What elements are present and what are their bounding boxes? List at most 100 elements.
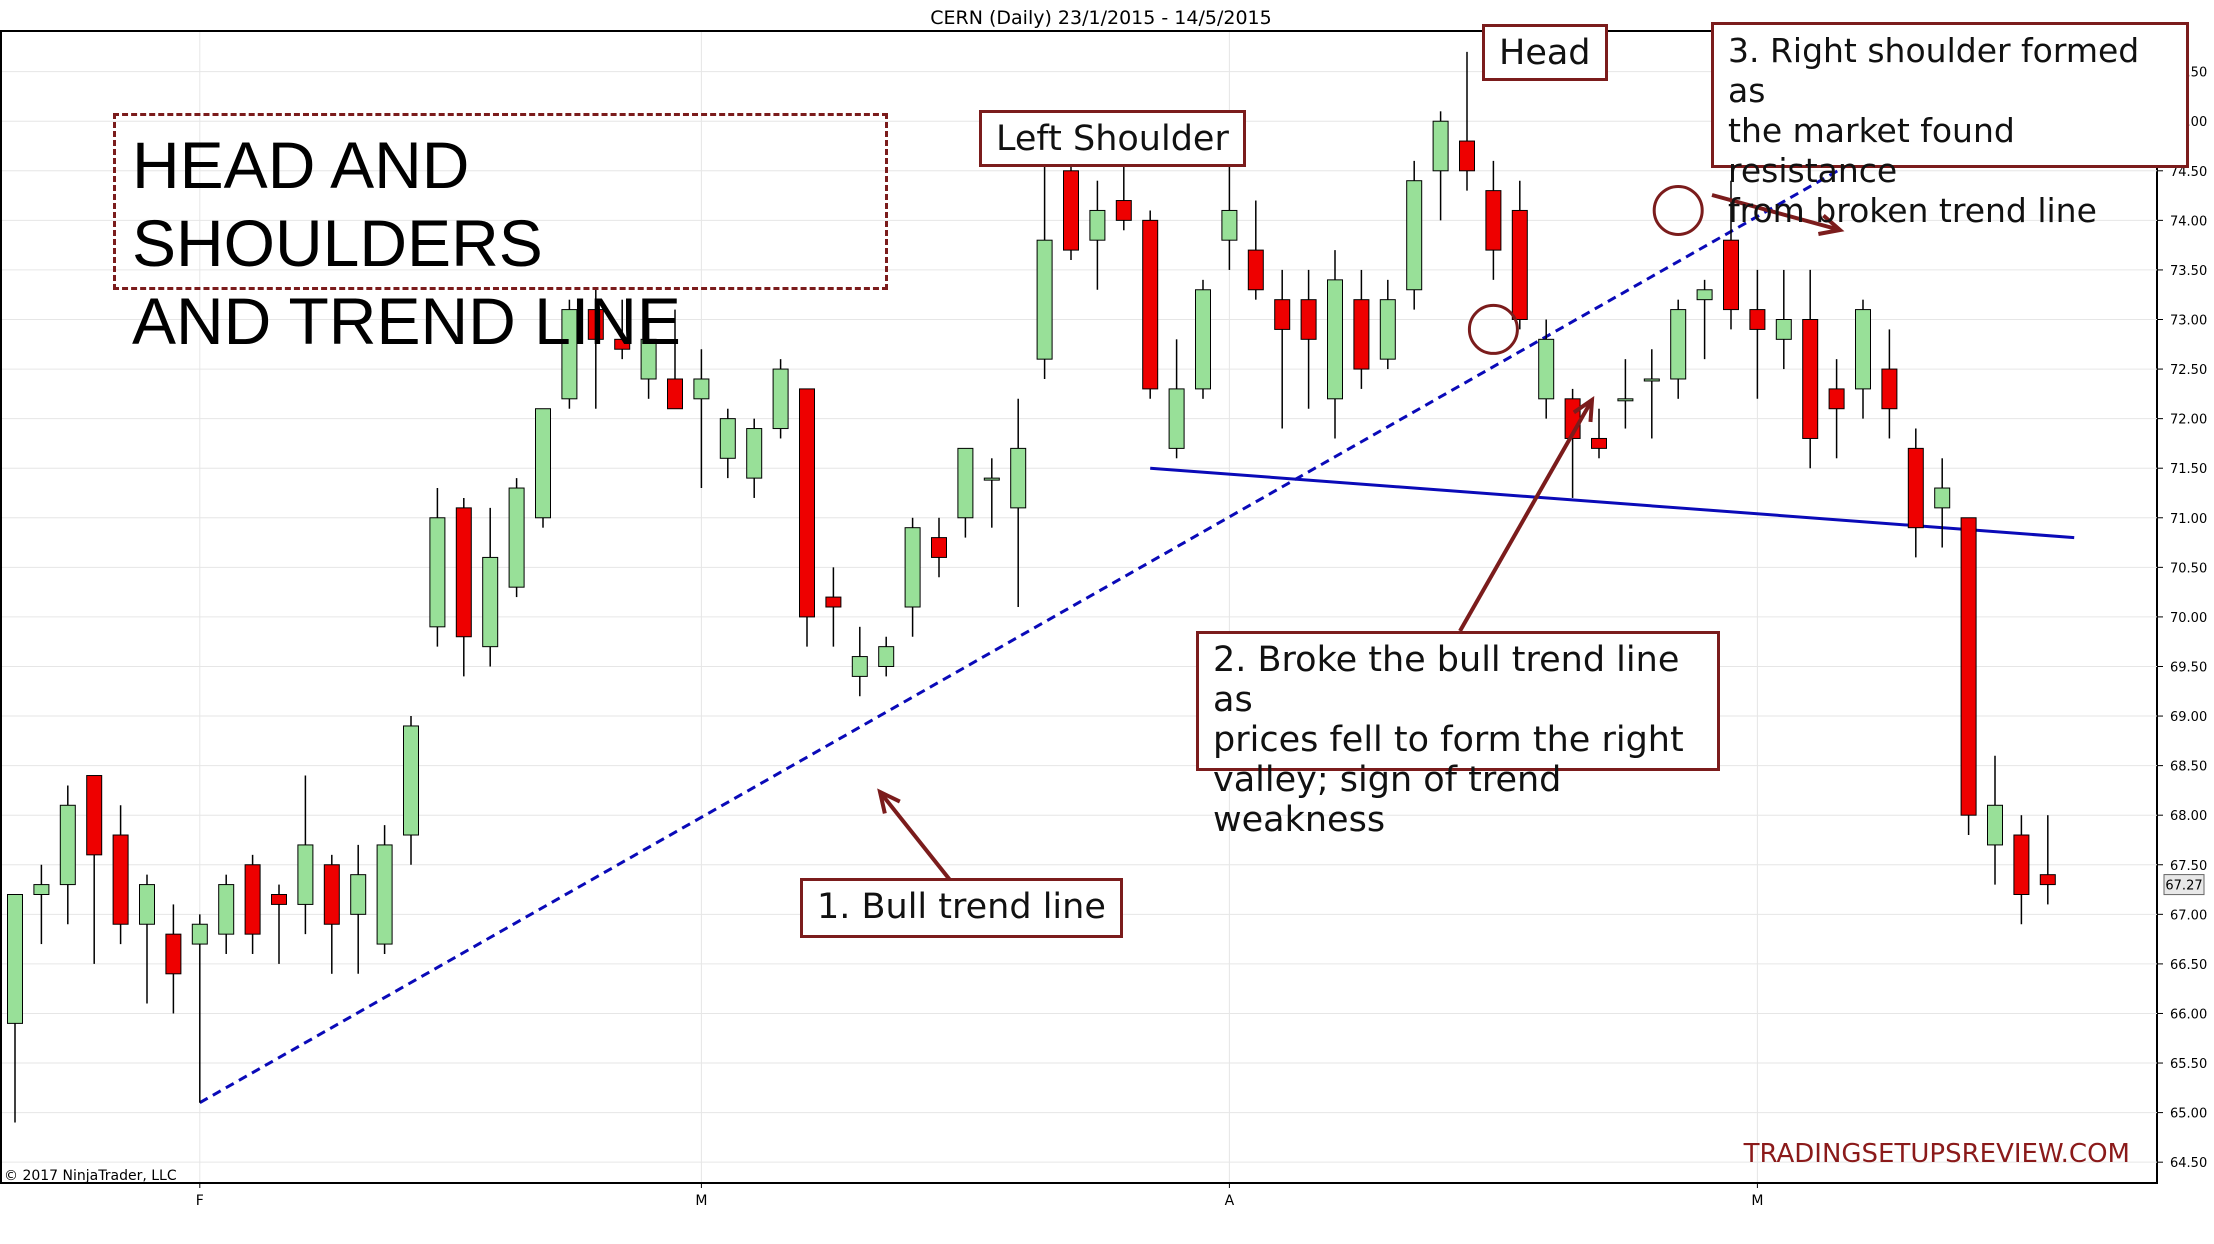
candle (2013, 815, 2030, 925)
candle-body-up (1696, 289, 1713, 301)
candle (7, 894, 23, 1123)
candle-body-up (693, 378, 710, 400)
candle (1247, 200, 1264, 300)
watermark-text: TRADINGSETUPSREVIEW.COM (1743, 1139, 2130, 1169)
candle (878, 636, 895, 677)
candle (86, 775, 103, 964)
candle (1987, 755, 2003, 885)
candle-body-down (1142, 219, 1159, 390)
title-box: HEAD AND SHOULDERS AND TREND LINE (113, 113, 888, 358)
candle-body-up (297, 844, 314, 905)
note-2-line-3: valley; sign of trend weakness (1213, 760, 1562, 840)
candle (931, 517, 947, 578)
candle-body-down (667, 378, 683, 410)
candle (1327, 250, 1343, 439)
candle (535, 408, 551, 528)
arrow-shaft (1711, 193, 1841, 232)
candle-body-up (1089, 209, 1106, 241)
candle (693, 349, 710, 489)
note-2-line-1: 2. Broke the bull trend line as (1213, 640, 1680, 720)
candle-body-down (271, 894, 287, 905)
y-tick-label: 73.50 (2170, 264, 2207, 279)
candle (1907, 428, 1924, 558)
candle (1855, 299, 1871, 419)
y-tick-label: 70.50 (2170, 561, 2207, 576)
candle-body-down (1907, 447, 1924, 529)
x-tick-label: M (1751, 1193, 1763, 1209)
candle (33, 864, 50, 945)
candle-body-up (1010, 447, 1027, 509)
y-tick-label: 70.00 (2170, 611, 2207, 626)
candle-body-down (455, 507, 472, 638)
candle (1010, 398, 1027, 607)
arrow-note-2 (1458, 396, 1595, 632)
y-tick-label: 67.00 (2170, 908, 2207, 923)
candle-body-up (191, 923, 208, 945)
note-trend-break: 2. Broke the bull trend line as prices f… (1196, 631, 1720, 840)
bull-trend-line (199, 110, 1943, 1104)
candle-body-up (59, 804, 76, 886)
candle-body-up (1168, 388, 1185, 449)
candle (983, 458, 1000, 528)
candle-body-up (535, 408, 551, 519)
candle (1749, 269, 1766, 399)
candle (667, 309, 683, 410)
candle-body-down (1247, 249, 1264, 291)
candle-body-down (2013, 834, 2030, 895)
candle-body-down (1749, 309, 1766, 330)
candle (297, 775, 314, 935)
candle (746, 418, 763, 498)
x-tick-label: M (695, 1193, 707, 1209)
candle (191, 914, 208, 1103)
candle-body-down (1960, 517, 1977, 816)
candle (1036, 160, 1053, 379)
note-3-line-2: the market found resistance (1728, 111, 2015, 190)
candle-body-up (403, 725, 419, 836)
candle-body-down (323, 864, 340, 925)
candle (1379, 279, 1396, 370)
candle-body-up (139, 884, 155, 925)
candle (429, 488, 446, 647)
arrow-head (877, 788, 901, 814)
candle (1775, 269, 1792, 370)
y-tick-label: 69.50 (2170, 660, 2207, 675)
candle (1511, 180, 1528, 330)
candle (614, 299, 631, 360)
candle-body-up (561, 309, 578, 400)
chart-title: CERN (Daily) 23/1/2015 - 14/5/2015 (930, 7, 1271, 29)
candle (1538, 319, 1555, 419)
candle-body-up (1036, 239, 1053, 360)
candle (508, 478, 525, 598)
candle (455, 497, 472, 677)
candle (719, 408, 736, 479)
candle (2039, 815, 2056, 905)
candle (825, 567, 842, 647)
candle-body-up (33, 884, 50, 895)
candle-body-down (1300, 299, 1317, 340)
candle (1089, 180, 1106, 290)
candle (244, 854, 261, 954)
candle (1274, 269, 1291, 429)
candle-body-down (1115, 200, 1132, 221)
candle (403, 716, 419, 865)
candle-body-up (904, 527, 921, 608)
candle-body-down (1511, 209, 1528, 320)
candle-body-up (878, 646, 895, 667)
last-price-badge (2163, 874, 2205, 896)
y-tick-label: 73.00 (2170, 314, 2207, 329)
candle-body-down (1459, 140, 1475, 172)
candle (904, 517, 921, 637)
arrow-head (1818, 214, 1845, 236)
candle-body-up (1327, 279, 1343, 400)
candle (1881, 329, 1898, 439)
candle-body-up (957, 447, 974, 519)
candle-body-up (218, 884, 235, 935)
marker-circle (1467, 303, 1519, 355)
candle (139, 874, 155, 1004)
candle (1670, 299, 1687, 399)
candle-body-down (1274, 299, 1291, 330)
candle-body-down (1723, 239, 1739, 311)
candle-body-down (2039, 874, 2056, 886)
